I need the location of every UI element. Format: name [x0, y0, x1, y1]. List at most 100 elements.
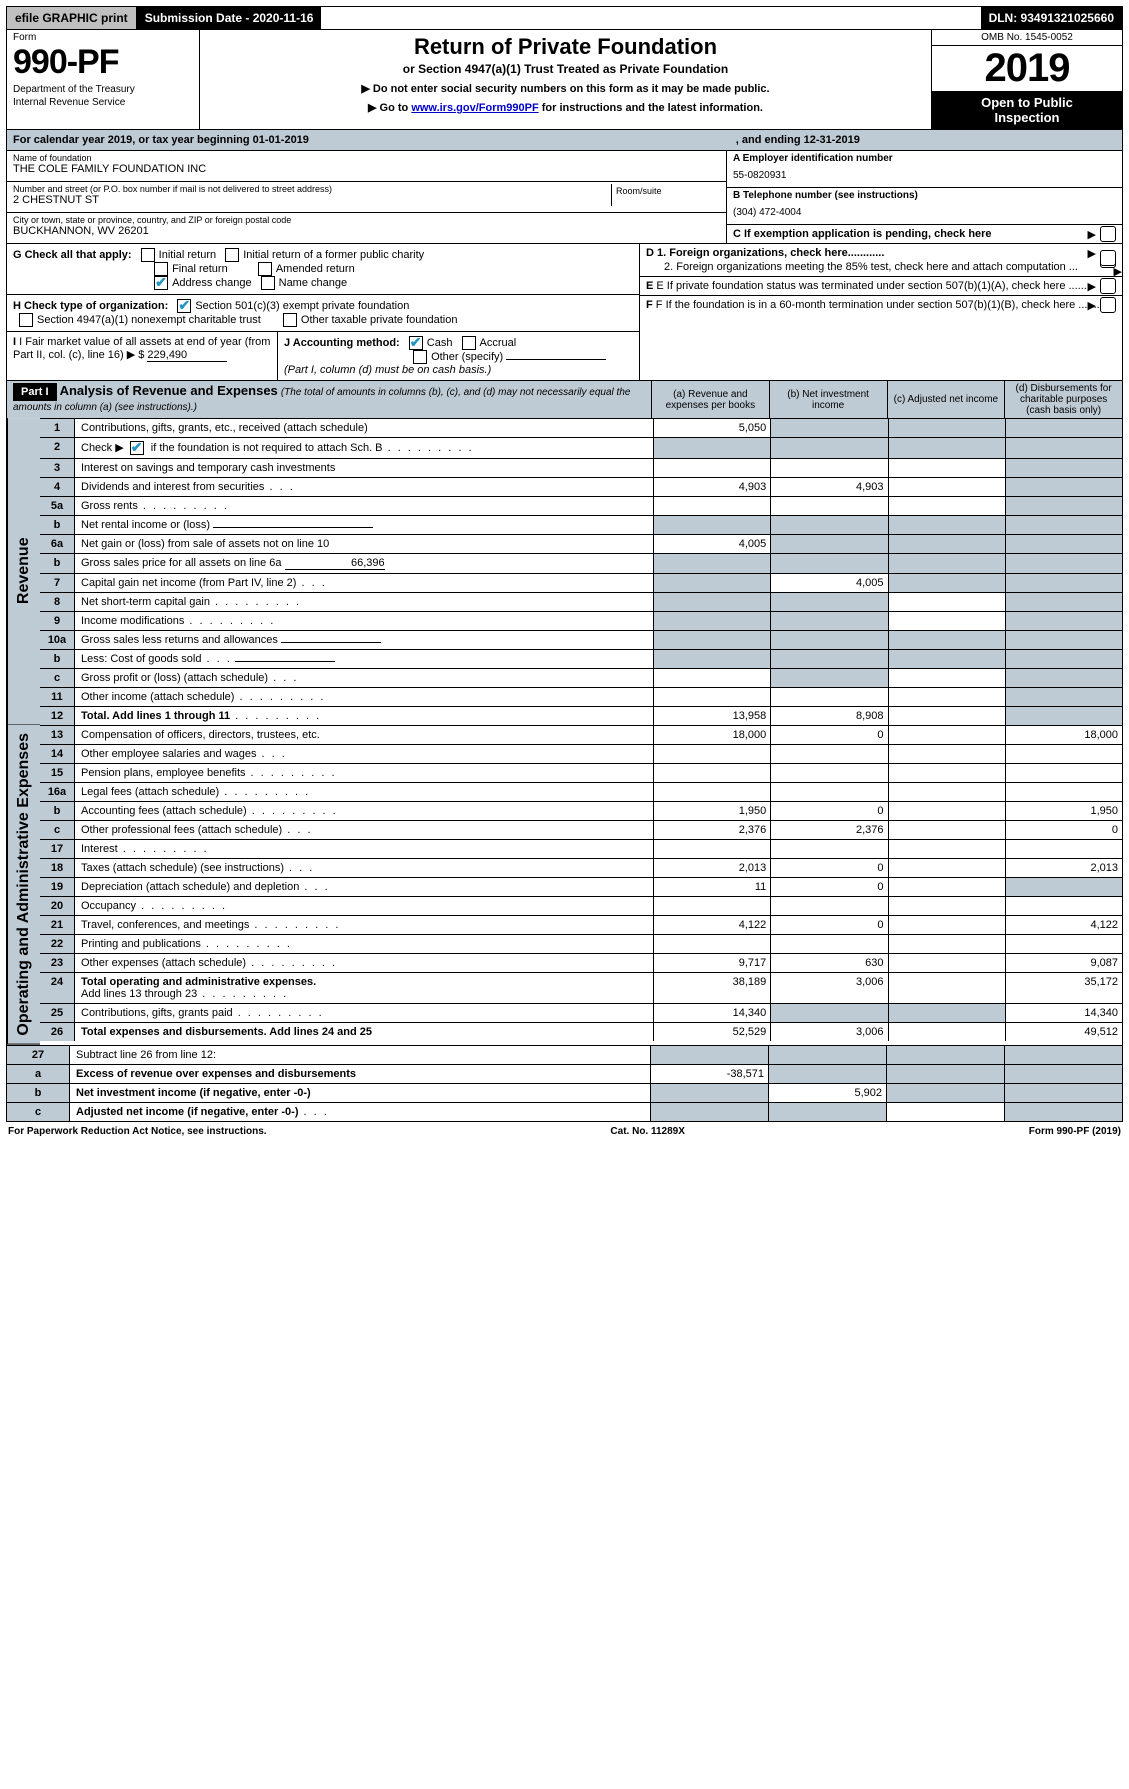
cb-other[interactable]: [413, 350, 427, 364]
r10c-desc: Gross profit or (loss) (attach schedule): [81, 672, 268, 684]
r16c-desc: Other professional fees (attach schedule…: [81, 824, 282, 836]
r27a-a: -38,571: [651, 1065, 769, 1083]
d1-label: D 1. Foreign organizations, check here..…: [646, 247, 884, 259]
cb-accrual[interactable]: [462, 336, 476, 350]
spacer: [321, 7, 980, 29]
dln: DLN: 93491321025660: [981, 7, 1122, 29]
instr2-pre: ▶ Go to: [368, 102, 411, 114]
efile-button[interactable]: efile GRAPHIC print: [7, 7, 137, 29]
g-i1: Initial return: [159, 249, 216, 261]
r13-a: 18,000: [654, 726, 771, 744]
foundation-name: THE COLE FAMILY FOUNDATION INC: [13, 163, 720, 175]
r1-desc: Contributions, gifts, grants, etc., rece…: [75, 419, 654, 437]
r6b-val: 66,396: [285, 557, 385, 570]
r13-b: 0: [771, 726, 888, 744]
cb-name-change[interactable]: [261, 276, 275, 290]
r27b-b: 5,902: [769, 1084, 887, 1102]
r26-desc: Total expenses and disbursements. Add li…: [81, 1026, 372, 1038]
g-label: G Check all that apply:: [13, 249, 132, 261]
footer-center: Cat. No. 11289X: [610, 1126, 684, 1137]
r15-desc: Pension plans, employee benefits: [81, 767, 246, 779]
e-checkbox[interactable]: [1100, 278, 1116, 294]
r27b-desc: Net investment income (if negative, ente…: [76, 1087, 311, 1099]
form-title: Return of Private Foundation: [208, 34, 923, 60]
r19-a: 11: [654, 878, 771, 896]
r16c-b: 2,376: [771, 821, 888, 839]
exemption-cell: C If exemption application is pending, c…: [727, 225, 1122, 243]
e-label: E If private foundation status was termi…: [656, 280, 1090, 292]
r13-d: 18,000: [1006, 726, 1122, 744]
r6a-a: 4,005: [654, 535, 771, 553]
cal-end: , and ending 12-31-2019: [736, 134, 860, 146]
r24-a: 38,189: [654, 973, 771, 1003]
j-label: J Accounting method:: [284, 337, 400, 349]
cb-other-taxable[interactable]: [283, 313, 297, 327]
j-other: Other (specify): [431, 351, 503, 363]
g-row: G Check all that apply: Initial return I…: [7, 244, 639, 295]
exemption-label: C If exemption application is pending, c…: [733, 228, 992, 240]
r14-desc: Other employee salaries and wages: [81, 748, 256, 760]
r20-desc: Occupancy: [81, 900, 136, 912]
r21-desc: Travel, conferences, and meetings: [81, 919, 249, 931]
revenue-label: Revenue: [7, 418, 40, 725]
city: BUCKHANNON, WV 26201: [13, 225, 720, 237]
cb-address-change[interactable]: [154, 276, 168, 290]
expenses-section: Operating and Administrative Expenses 13…: [7, 725, 1122, 1045]
j-note: (Part I, column (d) must be on cash basi…: [284, 364, 491, 376]
expenses-label: Operating and Administrative Expenses: [7, 725, 40, 1045]
ij-row: I I Fair market value of all assets at e…: [7, 332, 639, 380]
part-1: Part I Analysis of Revenue and Expenses …: [6, 381, 1123, 1122]
form-subtitle: or Section 4947(a)(1) Trust Treated as P…: [208, 62, 923, 76]
part-label: Part I: [13, 383, 57, 401]
otp-1: Open to Public: [934, 95, 1120, 110]
r16b-d: 1,950: [1006, 802, 1122, 820]
top-bar: efile GRAPHIC print Submission Date - 20…: [6, 6, 1123, 30]
col-b-header: (b) Net investment income: [770, 381, 888, 418]
r16b-desc: Accounting fees (attach schedule): [81, 805, 247, 817]
f-checkbox[interactable]: [1100, 297, 1116, 313]
cb-sch-b[interactable]: [130, 441, 144, 455]
r16a-desc: Legal fees (attach schedule): [81, 786, 219, 798]
form-link[interactable]: www.irs.gov/Form990PF: [411, 102, 538, 114]
r5a-desc: Gross rents: [81, 500, 138, 512]
otp-2: Inspection: [934, 110, 1120, 125]
addr-label: Number and street (or P.O. box number if…: [13, 184, 611, 194]
form-header: Form 990-PF Department of the Treasury I…: [6, 30, 1123, 130]
exemption-checkbox[interactable]: [1100, 226, 1116, 242]
r9-desc: Income modifications: [81, 615, 184, 627]
cb-initial-former[interactable]: [225, 248, 239, 262]
footer-left: For Paperwork Reduction Act Notice, see …: [8, 1126, 267, 1137]
r7-desc: Capital gain net income (from Part IV, l…: [81, 577, 296, 589]
cb-501c3[interactable]: [177, 299, 191, 313]
cb-initial-return[interactable]: [141, 248, 155, 262]
part1-title: Analysis of Revenue and Expenses: [60, 383, 278, 398]
g-i3b: Name change: [279, 277, 348, 289]
city-label: City or town, state or province, country…: [13, 215, 720, 225]
ein-cell: A Employer identification number 55-0820…: [727, 151, 1122, 188]
g-i2: Final return: [172, 263, 228, 275]
submission-date: Submission Date - 2020-11-16: [137, 7, 322, 29]
address-cell: Number and street (or P.O. box number if…: [7, 182, 726, 213]
r24-b: 3,006: [771, 973, 888, 1003]
r2-pre: Check ▶: [81, 442, 124, 454]
r5b-desc: Net rental income or (loss): [81, 519, 210, 531]
r27a-desc: Excess of revenue over expenses and disb…: [70, 1065, 651, 1083]
r18-b: 0: [771, 859, 888, 877]
r24-desc2: Add lines 13 through 23: [81, 988, 197, 1000]
d2-checkbox[interactable]: [1100, 250, 1116, 266]
cb-amended[interactable]: [258, 262, 272, 276]
header-mid: Return of Private Foundation or Section …: [200, 30, 932, 129]
r18-desc: Taxes (attach schedule) (see instruction…: [81, 862, 284, 874]
tax-year: 2019: [932, 46, 1122, 91]
cb-cash[interactable]: [409, 336, 423, 350]
r6a-desc: Net gain or (loss) from sale of assets n…: [75, 535, 654, 553]
h-o1: Section 501(c)(3) exempt private foundat…: [195, 300, 409, 312]
ein-label: A Employer identification number: [733, 153, 1116, 164]
cb-4947[interactable]: [19, 313, 33, 327]
r25-a: 14,340: [654, 1004, 771, 1022]
r27-desc: Subtract line 26 from line 12:: [70, 1046, 651, 1064]
f-row: F F If the foundation is in a 60-month t…: [640, 296, 1122, 314]
checks-block: G Check all that apply: Initial return I…: [6, 244, 1123, 381]
dept-treasury: Department of the Treasury: [13, 84, 193, 95]
city-cell: City or town, state or province, country…: [7, 213, 726, 243]
